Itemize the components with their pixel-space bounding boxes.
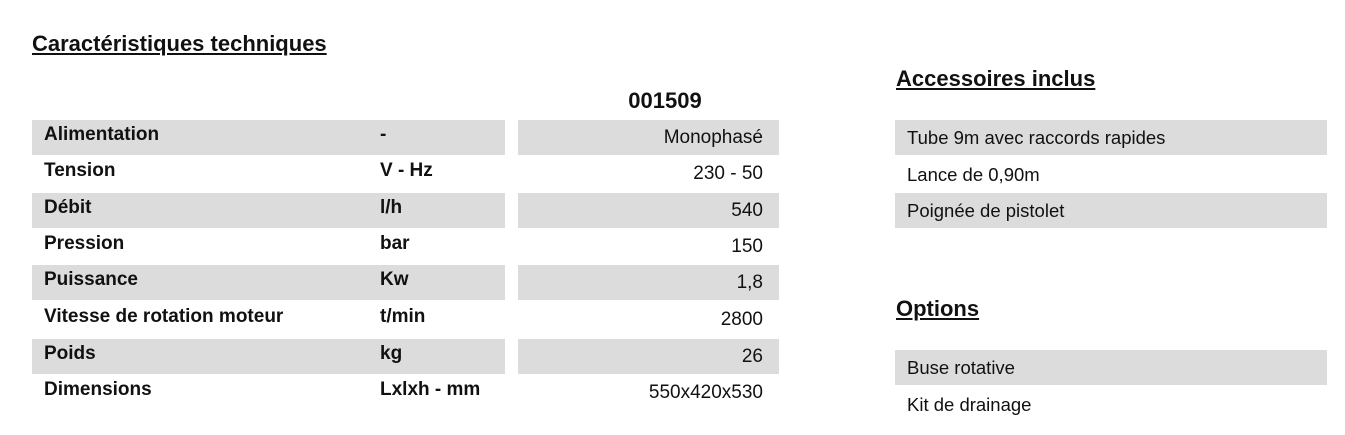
row-unit: kg xyxy=(380,343,403,364)
list-item: Poignée de pistolet xyxy=(895,193,1327,228)
section-title: Caractéristiques techniques xyxy=(32,31,327,56)
row-label: Dimensions xyxy=(44,379,152,400)
row-value: 1,8 xyxy=(518,265,779,300)
list-item: Tube 9m avec raccords rapides xyxy=(895,120,1327,155)
row-band xyxy=(32,120,505,155)
row-unit: t/min xyxy=(380,306,426,327)
column-header: 001509 xyxy=(628,88,702,113)
row-label: Pression xyxy=(44,233,125,254)
row-label: Alimentation xyxy=(44,124,160,145)
row-label: Poids xyxy=(44,343,96,364)
row-band xyxy=(32,193,505,228)
row-unit: bar xyxy=(380,233,410,254)
row-value: 550x420x530 xyxy=(648,382,763,403)
row-value: 150 xyxy=(731,236,763,257)
row-unit: Kw xyxy=(380,269,409,290)
row-band xyxy=(32,265,505,300)
list-item: Buse rotative xyxy=(895,350,1327,385)
row-value: Monophasé xyxy=(518,120,779,155)
row-label: Vitesse de rotation moteur xyxy=(44,306,284,327)
row-label: Débit xyxy=(44,197,92,218)
section-title: Accessoires inclus xyxy=(896,66,1096,91)
row-value: 230 - 50 xyxy=(693,163,763,184)
list-item: Lance de 0,90m xyxy=(907,163,1040,185)
row-label: Puissance xyxy=(44,269,138,290)
row-unit: V - Hz xyxy=(380,160,433,181)
row-unit: l/h xyxy=(380,197,403,218)
row-unit: Lxlxh - mm xyxy=(380,379,481,400)
row-value: 26 xyxy=(518,339,779,374)
row-value: 2800 xyxy=(720,309,763,330)
row-unit: - xyxy=(380,124,387,145)
section-title: Options xyxy=(896,296,980,321)
list-item: Kit de drainage xyxy=(907,393,1032,415)
row-value: 540 xyxy=(518,193,779,228)
row-band xyxy=(32,339,505,374)
row-label: Tension xyxy=(44,160,116,181)
